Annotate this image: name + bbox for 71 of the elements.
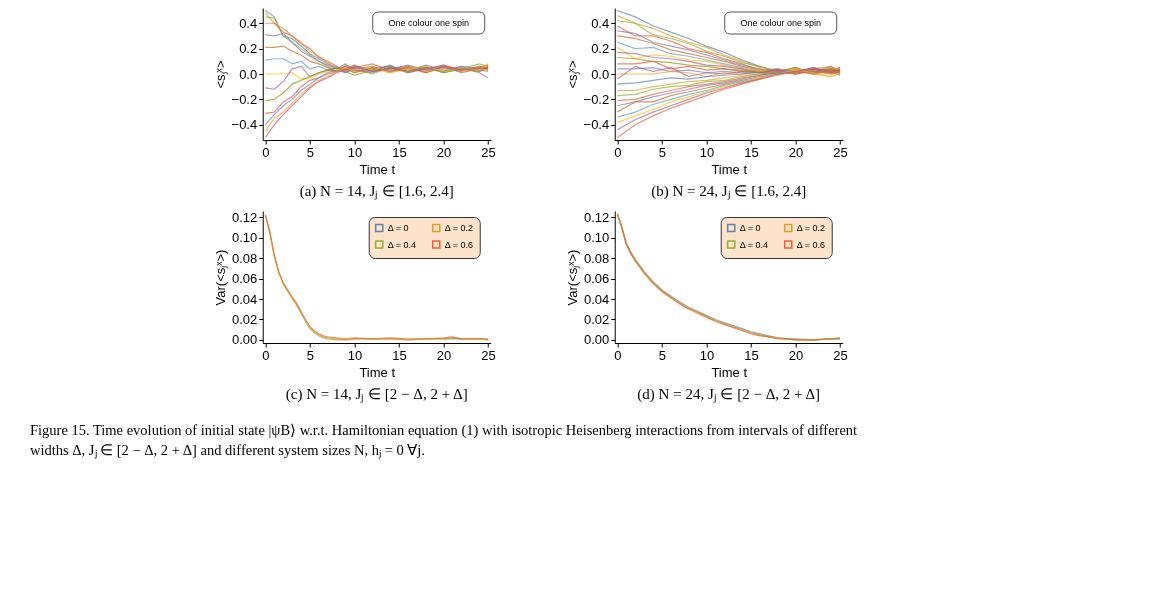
x-axis-title: Time t bbox=[359, 161, 396, 177]
x-tick-label: 20 bbox=[788, 144, 804, 160]
x-tick-label: 20 bbox=[436, 144, 452, 160]
x-tick-label: 10 bbox=[699, 347, 715, 363]
annotation: One colour one spin bbox=[740, 18, 821, 28]
y-tick-label: 0.10 bbox=[583, 230, 610, 246]
x-tick-label: 15 bbox=[744, 347, 759, 363]
text: (b) N = 24, Jⱼ ∈ [1.6, 2.4] bbox=[651, 183, 807, 200]
y-tick-label: 0.12 bbox=[583, 209, 610, 225]
y-tick-label: 0.00 bbox=[583, 332, 610, 348]
x-tick-label: 10 bbox=[347, 347, 363, 363]
legend-label: Δ = 0.2 bbox=[444, 222, 474, 233]
x-tick-label: 25 bbox=[833, 144, 848, 160]
y-axis-title: Var(<sⱼˣ>) bbox=[212, 249, 229, 306]
x-tick-label: 25 bbox=[833, 347, 848, 363]
y-tick-label: 0.4 bbox=[239, 15, 258, 31]
x-tick-label: 0 bbox=[614, 347, 622, 363]
x-tick-label: 25 bbox=[481, 144, 496, 160]
y-tick-label: 0.2 bbox=[239, 41, 258, 57]
y-axis-title: <sⱼˣ> bbox=[564, 60, 581, 89]
x-tick-label: 0 bbox=[262, 144, 270, 160]
x-tick-label: 5 bbox=[658, 144, 667, 160]
x-tick-label: 15 bbox=[392, 144, 407, 160]
y-tick-label: 0.08 bbox=[231, 250, 258, 266]
y-tick-label: 0.02 bbox=[583, 311, 610, 327]
x-tick-label: 10 bbox=[347, 144, 363, 160]
x-tick-label: 5 bbox=[306, 347, 315, 363]
y-tick-label: 0.04 bbox=[583, 291, 610, 307]
y-tick-label: 0.4 bbox=[591, 15, 610, 31]
y-tick-label: 0.2 bbox=[591, 41, 610, 57]
y-tick-label: 0.12 bbox=[231, 209, 258, 225]
x-tick-label: 0 bbox=[262, 347, 270, 363]
x-tick-label: 5 bbox=[306, 144, 315, 160]
y-tick-label: 0.10 bbox=[231, 230, 258, 246]
x-axis-title: Time t bbox=[711, 364, 748, 380]
y-tick-label: 0.08 bbox=[583, 250, 610, 266]
legend-label: Δ = 0.4 bbox=[739, 239, 769, 250]
y-tick-label: 0.0 bbox=[591, 66, 610, 82]
y-tick-label: −0.4 bbox=[583, 117, 610, 133]
y-tick-label: −0.2 bbox=[583, 91, 610, 107]
y-tick-label: 0.00 bbox=[231, 332, 258, 348]
legend-label: Δ = 0.6 bbox=[444, 239, 474, 250]
legend-label: Δ = 0.4 bbox=[387, 239, 417, 250]
x-tick-label: 5 bbox=[658, 347, 667, 363]
annotation: One colour one spin bbox=[388, 18, 469, 28]
legend-label: Δ = 0.6 bbox=[796, 239, 826, 250]
text: (c) N = 14, Jⱼ ∈ [2 − Δ, 2 + Δ] bbox=[285, 386, 468, 403]
x-tick-label: 20 bbox=[788, 347, 804, 363]
y-tick-label: 0.02 bbox=[231, 311, 258, 327]
x-tick-label: 0 bbox=[614, 144, 622, 160]
text: (d) N = 24, Jⱼ ∈ [2 − Δ, 2 + Δ] bbox=[637, 386, 821, 403]
x-tick-label: 15 bbox=[392, 347, 407, 363]
y-axis-title: Var(<sⱼˣ>) bbox=[564, 249, 581, 306]
y-tick-label: 0.06 bbox=[583, 271, 610, 287]
x-tick-label: 15 bbox=[744, 144, 759, 160]
y-tick-label: 0.06 bbox=[231, 271, 258, 287]
y-tick-label: 0.0 bbox=[239, 66, 258, 82]
y-tick-label: −0.4 bbox=[231, 117, 258, 133]
y-tick-label: −0.2 bbox=[231, 91, 258, 107]
x-tick-label: 25 bbox=[481, 347, 496, 363]
x-tick-label: 10 bbox=[699, 144, 715, 160]
x-axis-title: Time t bbox=[711, 161, 748, 177]
text: (a) N = 14, Jⱼ ∈ [1.6, 2.4] bbox=[299, 183, 454, 200]
x-axis-title: Time t bbox=[359, 364, 396, 380]
legend-label: Δ = 0 bbox=[387, 222, 409, 233]
y-axis-title: <sⱼˣ> bbox=[212, 60, 229, 89]
caption: Figure 15. Time evolution of initial state |ψB⟩ w.r.t. Hamiltonian equation (1) with isotropic Heisenberg interactions from intervals of different widths Δ, Jⱼ ∈ [2 − Δ, 2 + Δ] and different system sizes N, hⱼ = 0 ∀j. bbox=[30, 422, 858, 459]
x-tick-label: 20 bbox=[436, 347, 452, 363]
legend-label: Δ = 0.2 bbox=[796, 222, 826, 233]
y-tick-label: 0.04 bbox=[231, 291, 258, 307]
legend-label: Δ = 0 bbox=[739, 222, 761, 233]
